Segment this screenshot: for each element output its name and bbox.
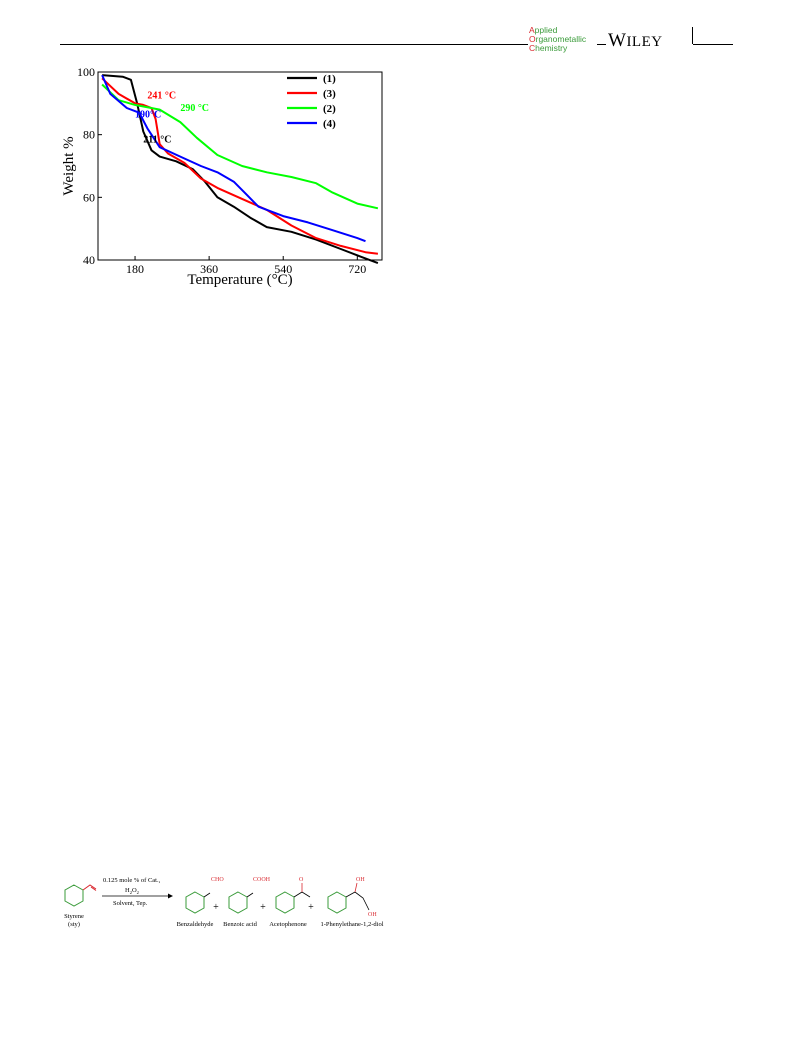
arrow-conditions: Solvent, Tep. bbox=[113, 900, 148, 907]
product-name-4: 1-Phenylethane-1,2-diol bbox=[321, 921, 384, 928]
x-tick-label: 180 bbox=[126, 262, 144, 276]
svg-text:CHO: CHO bbox=[211, 877, 224, 883]
series-line-2 bbox=[101, 77, 379, 255]
plot-frame bbox=[97, 71, 383, 261]
y-axis-label: Weight % bbox=[61, 136, 77, 195]
arrow-catalyst: 0.125 mole % of Cat., bbox=[103, 877, 161, 884]
header-rule bbox=[60, 44, 528, 45]
series-line-1 bbox=[102, 74, 379, 265]
diol-structure: OH OH bbox=[327, 877, 377, 918]
publisher-logo: WILEY bbox=[608, 30, 663, 51]
svg-text:COOH: COOH bbox=[253, 877, 271, 883]
svg-text:O: O bbox=[299, 877, 304, 883]
x-tick-label: 540 bbox=[274, 262, 292, 276]
arrow-head bbox=[168, 893, 173, 899]
plus-sign: + bbox=[308, 902, 314, 913]
temp-annotation-2: 290 °C bbox=[180, 103, 209, 114]
chart-annotations: 241 °C 290 °C 190°C 211 °C bbox=[135, 91, 209, 146]
legend-label: (4) bbox=[323, 118, 336, 130]
acetophenone-structure: O bbox=[275, 877, 311, 914]
temp-annotation-4: 211 °C bbox=[143, 135, 171, 146]
x-tick-label: 360 bbox=[200, 262, 218, 276]
journal-logo: Applied Organometallic Chemistry bbox=[529, 25, 587, 53]
svg-text:OH: OH bbox=[368, 912, 377, 918]
benzoic-acid-structure: COOH bbox=[228, 877, 271, 914]
x-axis-label: Temperature (°C) bbox=[187, 272, 292, 288]
svg-text:OH: OH bbox=[356, 877, 365, 883]
benzaldehyde-structure: CHO bbox=[185, 877, 224, 914]
arrow-oxidant: H2O2 bbox=[125, 887, 139, 895]
y-tick-label: 80 bbox=[83, 128, 95, 142]
temp-annotation-1: 241 °C bbox=[147, 91, 176, 102]
header-rule-right bbox=[693, 44, 733, 45]
chart-series bbox=[101, 74, 379, 265]
header-page-tick bbox=[692, 27, 693, 44]
series-line-3 bbox=[101, 83, 379, 210]
product-name-3: Acetophenone bbox=[269, 921, 307, 928]
plus-sign: + bbox=[213, 902, 219, 913]
axis-ticks: 180 360 540 720 40 60 80 100 bbox=[77, 65, 366, 276]
chart-legend: (1) (3) (2) (4) bbox=[287, 73, 336, 130]
series-line-4 bbox=[101, 74, 366, 243]
plus-sign: + bbox=[260, 902, 266, 913]
product-name-2: Benzoic acid bbox=[223, 921, 257, 928]
reaction-scheme: Styrene (sty) 0.125 mole % of Cat., H2O2… bbox=[64, 877, 384, 928]
y-tick-label: 60 bbox=[83, 190, 95, 204]
legend-label: (3) bbox=[323, 88, 336, 100]
y-tick-label: 40 bbox=[83, 253, 95, 267]
reactant-abbr: (sty) bbox=[68, 921, 80, 928]
header-rule-mid bbox=[597, 44, 606, 45]
legend-label: (2) bbox=[323, 103, 336, 115]
product-name-1: Benzaldehyde bbox=[177, 921, 214, 928]
x-tick-label: 720 bbox=[348, 262, 366, 276]
y-tick-label: 100 bbox=[77, 65, 95, 79]
temp-annotation-3: 190°C bbox=[135, 109, 161, 120]
styrene-structure bbox=[64, 884, 97, 907]
legend-label: (1) bbox=[323, 73, 336, 85]
reactant-name: Styrene bbox=[64, 913, 84, 920]
